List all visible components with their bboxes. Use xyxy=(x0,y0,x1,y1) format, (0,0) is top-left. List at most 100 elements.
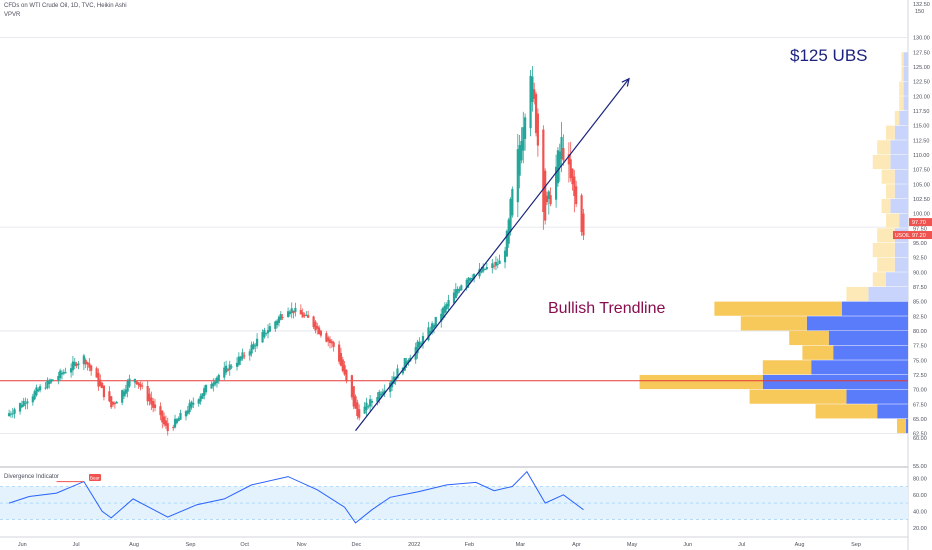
candle-body xyxy=(230,366,233,368)
candle-body xyxy=(319,330,322,336)
candle-body xyxy=(108,391,111,402)
candle-body xyxy=(370,401,374,403)
candle-body xyxy=(126,381,129,392)
candle-body xyxy=(64,372,67,374)
candle-body xyxy=(212,382,215,387)
candle-body xyxy=(162,416,166,425)
candle-body xyxy=(503,250,507,263)
candle-body xyxy=(458,288,461,292)
candle-body xyxy=(507,219,510,244)
time-axis-label: Aug xyxy=(795,542,805,548)
price-axis-tick: 60.00 xyxy=(913,436,927,442)
oscillator-axis-tick: 80.00 xyxy=(913,476,927,482)
price-axis-tick: 132.50 xyxy=(913,2,930,8)
candle-body xyxy=(150,397,153,405)
volume-profile-down-bar xyxy=(905,418,908,434)
candle-body xyxy=(137,382,140,386)
candle-body xyxy=(248,351,251,356)
candle-body xyxy=(261,332,264,343)
volume-profile-down-bar xyxy=(899,110,908,126)
candle-body xyxy=(549,195,552,205)
candle-body xyxy=(327,337,330,342)
price-axis-tick: 80.00 xyxy=(913,329,927,335)
volume-profile-down-bar xyxy=(890,198,908,214)
volume-profile-up-bar xyxy=(714,301,842,316)
candle-body xyxy=(18,403,22,412)
candle-body xyxy=(13,409,16,414)
candle-body xyxy=(383,390,386,394)
candle-body xyxy=(505,231,508,257)
price-axis-tick: 115.00 xyxy=(913,124,929,130)
trendline-arrowhead xyxy=(621,77,630,87)
volume-profile-up-bar xyxy=(815,404,878,419)
candle-body xyxy=(20,404,23,408)
candle-body xyxy=(571,168,574,185)
volume-profile-up-bar xyxy=(881,198,891,214)
volume-profile-down-bar xyxy=(828,330,908,346)
volume-profile-up-bar xyxy=(749,389,847,404)
candle-body xyxy=(416,341,419,354)
candle-body xyxy=(101,382,104,389)
candle-body xyxy=(350,375,353,398)
candle-body xyxy=(354,396,357,409)
candle-body xyxy=(139,383,142,388)
price-axis-tick: 65.00 xyxy=(913,417,927,423)
volume-profile-up-bar xyxy=(899,96,904,111)
candle-body xyxy=(48,381,51,385)
candle-body xyxy=(281,316,284,318)
candle-body xyxy=(358,409,361,418)
candle-body xyxy=(339,353,343,366)
candle-body xyxy=(418,341,421,348)
volume-profile-down-bar xyxy=(890,154,908,170)
candle-body xyxy=(317,327,321,335)
candle-body xyxy=(518,145,521,176)
candle-body xyxy=(177,418,180,422)
volume-profile-up-bar xyxy=(886,213,900,228)
candle-body xyxy=(569,159,572,179)
volume-profile-down-bar xyxy=(903,52,908,67)
candle-body xyxy=(279,314,282,320)
candle-body xyxy=(376,397,379,402)
candle-body xyxy=(460,285,463,290)
candle-body xyxy=(480,270,483,273)
candle-body xyxy=(567,154,570,165)
candle-body xyxy=(582,213,585,236)
price-axis-tick: 62.50 xyxy=(913,432,927,438)
volume-profile-up-bar xyxy=(846,286,869,302)
candle-body xyxy=(555,166,558,200)
volume-profile-up-bar xyxy=(872,154,891,170)
time-axis-label: Sep xyxy=(851,542,861,548)
volume-profile-down-bar xyxy=(894,184,908,199)
candle-body xyxy=(121,390,124,403)
candle-body xyxy=(316,326,319,329)
candle-body xyxy=(44,387,47,389)
indicator-label: VPVR xyxy=(4,12,21,18)
candle-body xyxy=(325,333,328,342)
price-axis-tick: 107.50 xyxy=(913,168,930,174)
candle-body xyxy=(341,359,344,372)
candle-body xyxy=(172,427,175,429)
candle-body xyxy=(522,127,525,151)
candle-body xyxy=(534,94,538,133)
trendline xyxy=(355,78,630,432)
candle-body xyxy=(378,391,381,400)
candle-body xyxy=(338,344,341,362)
candle-body xyxy=(9,413,13,415)
candle-body xyxy=(175,419,178,424)
candle-body xyxy=(31,396,34,403)
candle-body xyxy=(307,315,310,318)
candle-body xyxy=(352,386,355,407)
candle-body xyxy=(228,364,231,370)
candle-body xyxy=(237,356,240,365)
price-axis-tick: 97.50 xyxy=(913,226,927,232)
candle-body xyxy=(536,113,539,146)
candle-body xyxy=(203,388,206,397)
candle-body xyxy=(59,370,62,379)
candle-body xyxy=(37,389,40,392)
candle-body xyxy=(420,343,423,345)
candle-body xyxy=(429,330,432,334)
candle-body xyxy=(188,403,191,413)
candle-body xyxy=(84,359,87,365)
price-axis-tick: 72.50 xyxy=(913,373,927,379)
